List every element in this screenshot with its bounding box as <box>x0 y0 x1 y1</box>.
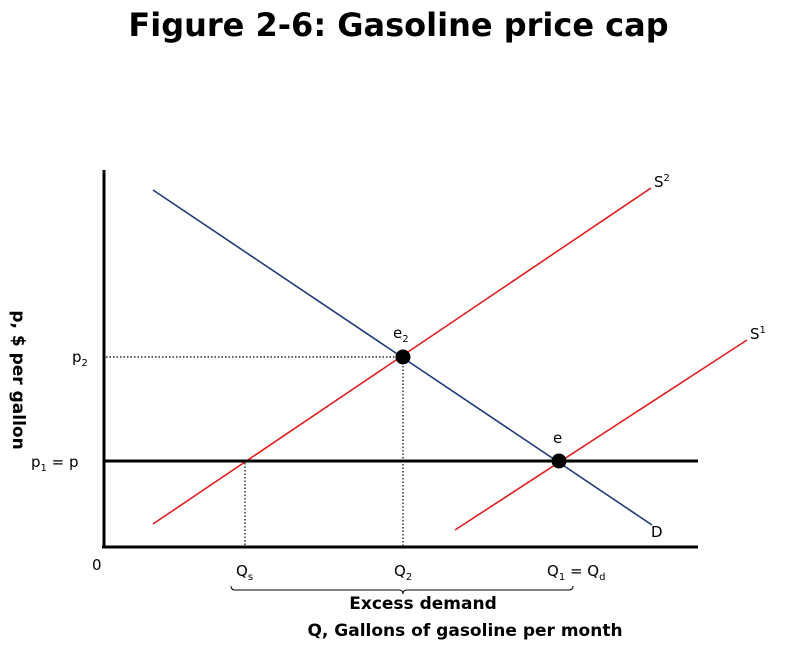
label-s2: S2 <box>654 173 670 191</box>
point-e <box>551 453 567 469</box>
label-s1: S1 <box>750 325 766 343</box>
chart-title: Figure 2-6: Gasoline price cap <box>128 6 669 44</box>
supply1-line <box>454 339 748 531</box>
xtick-q2: Q2 <box>394 562 412 583</box>
ytick-p2: p2 <box>72 348 88 369</box>
excess-demand-bracket <box>230 585 574 595</box>
label-d: D <box>651 523 663 541</box>
xtick-qs: Qs <box>236 562 253 583</box>
point-e2 <box>395 349 411 365</box>
xtick-q1-qd: Q1 = Qd <box>547 562 605 583</box>
label-e2: e2 <box>393 324 409 345</box>
origin-label: 0 <box>92 556 102 574</box>
bracket-label: Excess demand <box>349 594 497 614</box>
ytick-p1: p1 = p <box>31 453 79 474</box>
x-axis-label: Q, Gallons of gasoline per month <box>307 621 622 641</box>
label-e: e <box>553 429 562 447</box>
